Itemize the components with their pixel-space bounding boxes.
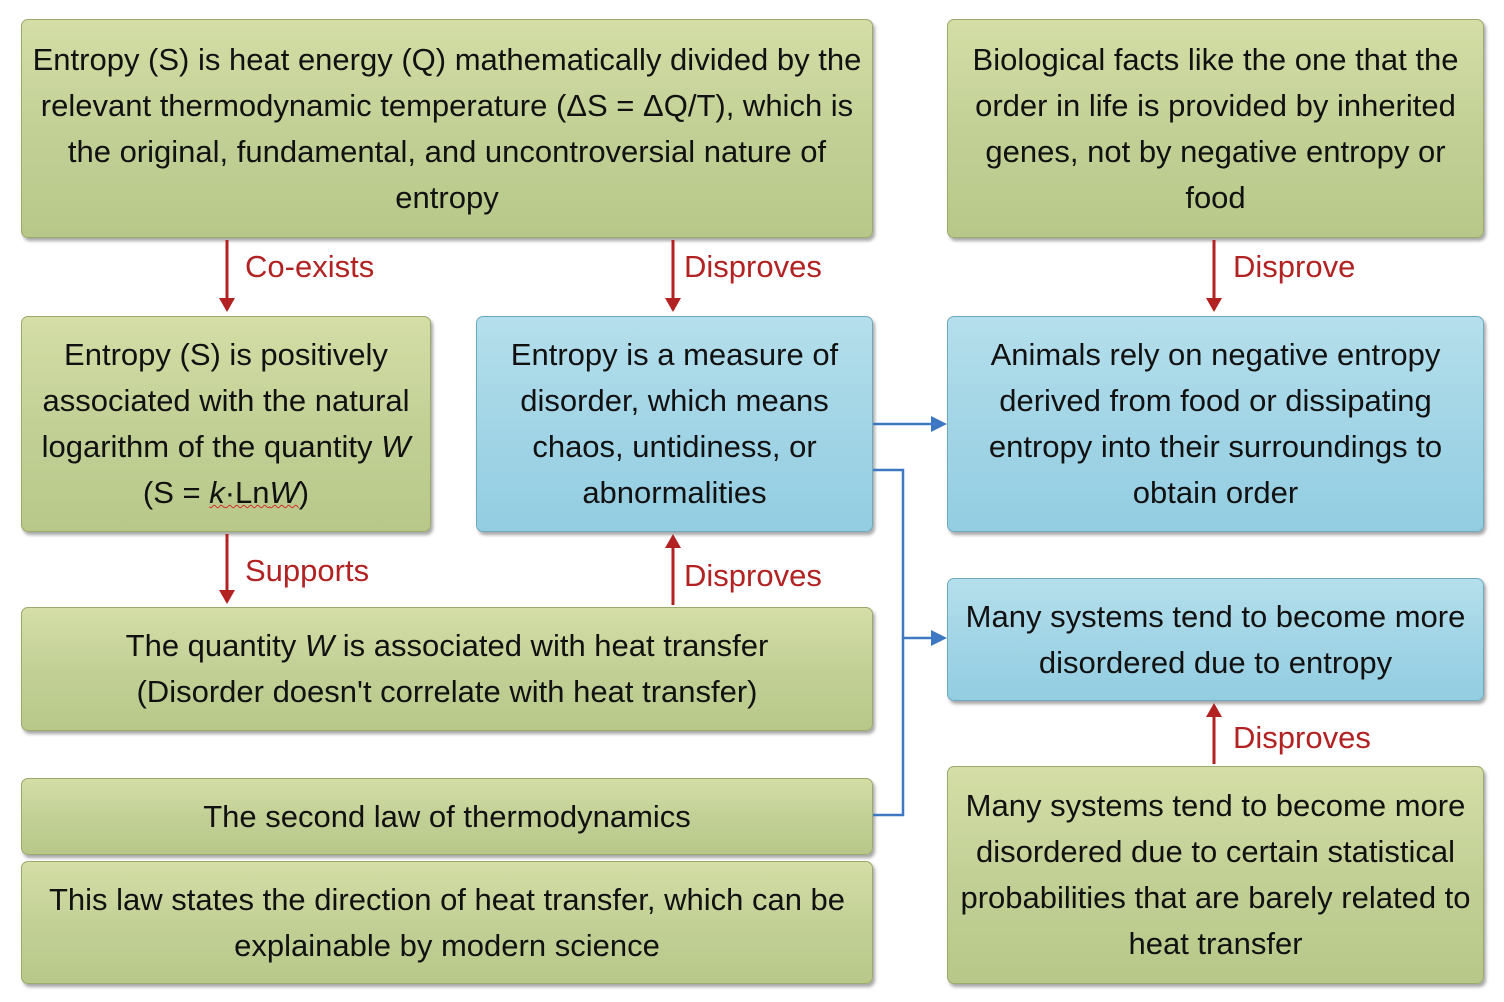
second-law-box: The second law of thermodynamics: [21, 778, 873, 855]
disorder-to-systems-connector: [873, 468, 935, 640]
animals-negative-entropy-box: Animals rely on negative entropy derived…: [947, 316, 1484, 532]
log-w-box: Entropy (S) is positively associated wit…: [21, 316, 431, 532]
supports-label: Supports: [245, 553, 370, 588]
disproves-mid-arrowhead: [665, 534, 681, 548]
coexists-label: Co-exists: [245, 249, 375, 284]
coexists-arrowhead: [219, 298, 235, 312]
supports-arrowhead: [219, 590, 235, 604]
disorder-to-animals-arrowhead: [931, 416, 947, 432]
second-law-connector: [873, 638, 905, 817]
systems-disordered-entropy-text: Many systems tend to become more disorde…: [965, 598, 1466, 680]
second-law-text: The second law of thermodynamics: [203, 798, 691, 834]
disorder-measure-text: Entropy is a measure of disorder, which …: [510, 337, 839, 510]
disprove-right-label: Disprove: [1233, 249, 1356, 284]
disproves-bottom-arrowhead: [1206, 703, 1222, 717]
disproves-top-arrowhead: [665, 298, 681, 312]
law-direction-text: This law states the direction of heat tr…: [48, 881, 846, 963]
disproves-mid-label: Disproves: [684, 558, 822, 593]
systems-disordered-entropy-box: Many systems tend to become more disorde…: [947, 578, 1484, 701]
disproves-bottom-label: Disproves: [1233, 720, 1371, 755]
disorder-measure-box: Entropy is a measure of disorder, which …: [476, 316, 873, 532]
disproves-top-label: Disproves: [684, 249, 822, 284]
entropy-heat-text: Entropy (S) is heat energy (Q) mathemati…: [32, 41, 862, 215]
systems-statistical-box: Many systems tend to become more disorde…: [947, 766, 1484, 984]
entropy-heat-box: Entropy (S) is heat energy (Q) mathemati…: [21, 19, 873, 238]
quantity-w-text: The quantity W is associated with heat t…: [125, 628, 769, 709]
biological-facts-text: Biological facts like the one that the o…: [972, 41, 1459, 215]
disorder-to-systems-arrowhead: [931, 630, 947, 646]
quantity-w-box: The quantity W is associated with heat t…: [21, 607, 873, 731]
law-direction-box: This law states the direction of heat tr…: [21, 861, 873, 984]
animals-negative-entropy-text: Animals rely on negative entropy derived…: [988, 337, 1443, 510]
systems-statistical-text: Many systems tend to become more disorde…: [960, 788, 1471, 961]
disprove-right-arrowhead: [1206, 298, 1222, 312]
log-w-text: Entropy (S) is positively associated wit…: [41, 337, 411, 510]
biological-facts-box: Biological facts like the one that the o…: [947, 19, 1484, 238]
